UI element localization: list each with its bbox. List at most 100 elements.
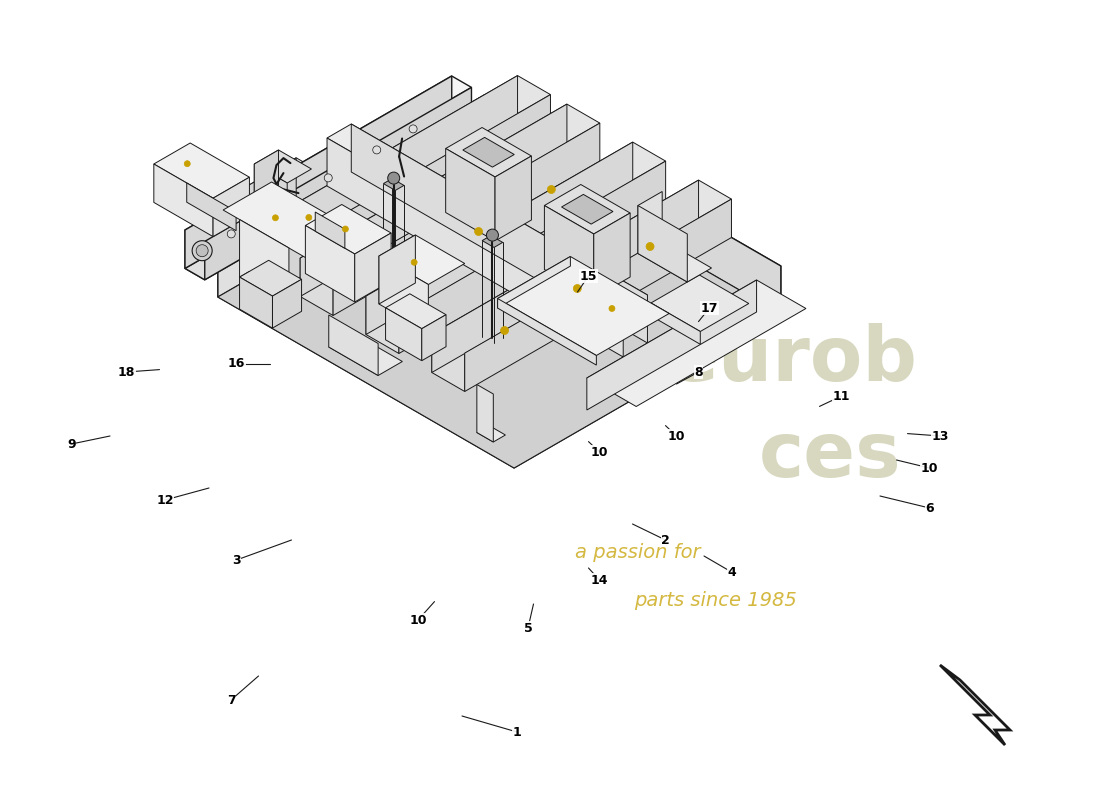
Polygon shape	[248, 158, 302, 190]
Circle shape	[273, 190, 283, 200]
Text: 10: 10	[591, 446, 608, 458]
Circle shape	[548, 186, 556, 194]
Polygon shape	[651, 275, 749, 331]
Circle shape	[196, 245, 208, 257]
Polygon shape	[284, 94, 550, 287]
Polygon shape	[154, 143, 250, 198]
Polygon shape	[432, 180, 732, 353]
Polygon shape	[187, 183, 236, 230]
Polygon shape	[254, 150, 278, 228]
Polygon shape	[379, 235, 416, 304]
Circle shape	[411, 259, 417, 266]
Polygon shape	[366, 142, 666, 315]
Text: 12: 12	[156, 494, 174, 506]
Polygon shape	[497, 257, 571, 308]
Polygon shape	[218, 95, 485, 297]
Circle shape	[609, 306, 615, 311]
Circle shape	[373, 146, 381, 154]
Text: 4: 4	[727, 566, 736, 578]
Text: 10: 10	[409, 614, 427, 626]
Polygon shape	[386, 308, 421, 361]
Polygon shape	[218, 143, 781, 468]
Polygon shape	[485, 95, 781, 314]
Polygon shape	[366, 142, 632, 334]
Text: 1: 1	[513, 726, 521, 738]
Polygon shape	[240, 260, 301, 296]
Text: 15: 15	[580, 270, 597, 282]
Polygon shape	[240, 277, 273, 328]
Polygon shape	[497, 257, 669, 355]
Polygon shape	[354, 233, 392, 302]
Polygon shape	[327, 138, 624, 357]
Polygon shape	[366, 296, 399, 354]
Text: 14: 14	[591, 574, 608, 586]
Polygon shape	[514, 266, 781, 468]
Polygon shape	[329, 315, 378, 375]
Circle shape	[500, 326, 508, 334]
Polygon shape	[254, 164, 287, 247]
Polygon shape	[327, 124, 648, 309]
Circle shape	[646, 242, 654, 250]
Polygon shape	[251, 230, 284, 287]
Circle shape	[573, 285, 581, 293]
Polygon shape	[185, 76, 472, 242]
Polygon shape	[218, 95, 781, 420]
Text: 11: 11	[833, 390, 850, 402]
Text: 3: 3	[232, 554, 241, 566]
Polygon shape	[240, 219, 289, 306]
Circle shape	[185, 161, 190, 166]
Circle shape	[228, 230, 235, 238]
Circle shape	[474, 227, 483, 235]
Text: 9: 9	[67, 438, 76, 450]
Polygon shape	[561, 194, 613, 224]
Circle shape	[273, 212, 283, 222]
Polygon shape	[213, 178, 250, 237]
Polygon shape	[638, 206, 688, 282]
Circle shape	[342, 226, 349, 232]
Polygon shape	[495, 156, 531, 241]
Polygon shape	[185, 76, 452, 268]
Polygon shape	[432, 180, 698, 373]
Polygon shape	[384, 178, 404, 190]
Polygon shape	[477, 426, 505, 442]
Polygon shape	[638, 191, 662, 254]
Text: ces: ces	[759, 419, 902, 493]
Polygon shape	[329, 333, 403, 375]
Circle shape	[288, 195, 296, 203]
Circle shape	[192, 241, 212, 261]
Circle shape	[486, 229, 498, 241]
Polygon shape	[464, 199, 732, 391]
Polygon shape	[185, 114, 472, 280]
Polygon shape	[254, 150, 311, 183]
Polygon shape	[218, 249, 514, 468]
Polygon shape	[586, 280, 757, 410]
Polygon shape	[651, 303, 701, 344]
Circle shape	[409, 125, 417, 133]
Polygon shape	[594, 213, 630, 298]
Text: 17: 17	[701, 302, 718, 314]
Text: 5: 5	[524, 622, 532, 634]
Text: eurob: eurob	[667, 323, 917, 397]
Polygon shape	[223, 182, 354, 258]
Polygon shape	[205, 87, 472, 280]
Polygon shape	[300, 258, 333, 315]
Polygon shape	[251, 76, 550, 249]
Text: a passion for: a passion for	[575, 542, 701, 562]
Polygon shape	[185, 230, 205, 280]
Text: 16: 16	[228, 358, 245, 370]
Polygon shape	[386, 294, 446, 329]
Text: 18: 18	[118, 366, 135, 378]
Polygon shape	[544, 185, 630, 234]
Polygon shape	[940, 665, 1010, 745]
Polygon shape	[300, 104, 600, 277]
Polygon shape	[586, 280, 806, 406]
Polygon shape	[379, 235, 464, 285]
Polygon shape	[446, 149, 495, 241]
Text: 6: 6	[925, 502, 934, 514]
Polygon shape	[251, 76, 518, 268]
Text: 7: 7	[227, 694, 235, 706]
Polygon shape	[638, 239, 712, 282]
Text: 2: 2	[661, 534, 670, 546]
Polygon shape	[306, 205, 392, 254]
Polygon shape	[477, 385, 493, 442]
